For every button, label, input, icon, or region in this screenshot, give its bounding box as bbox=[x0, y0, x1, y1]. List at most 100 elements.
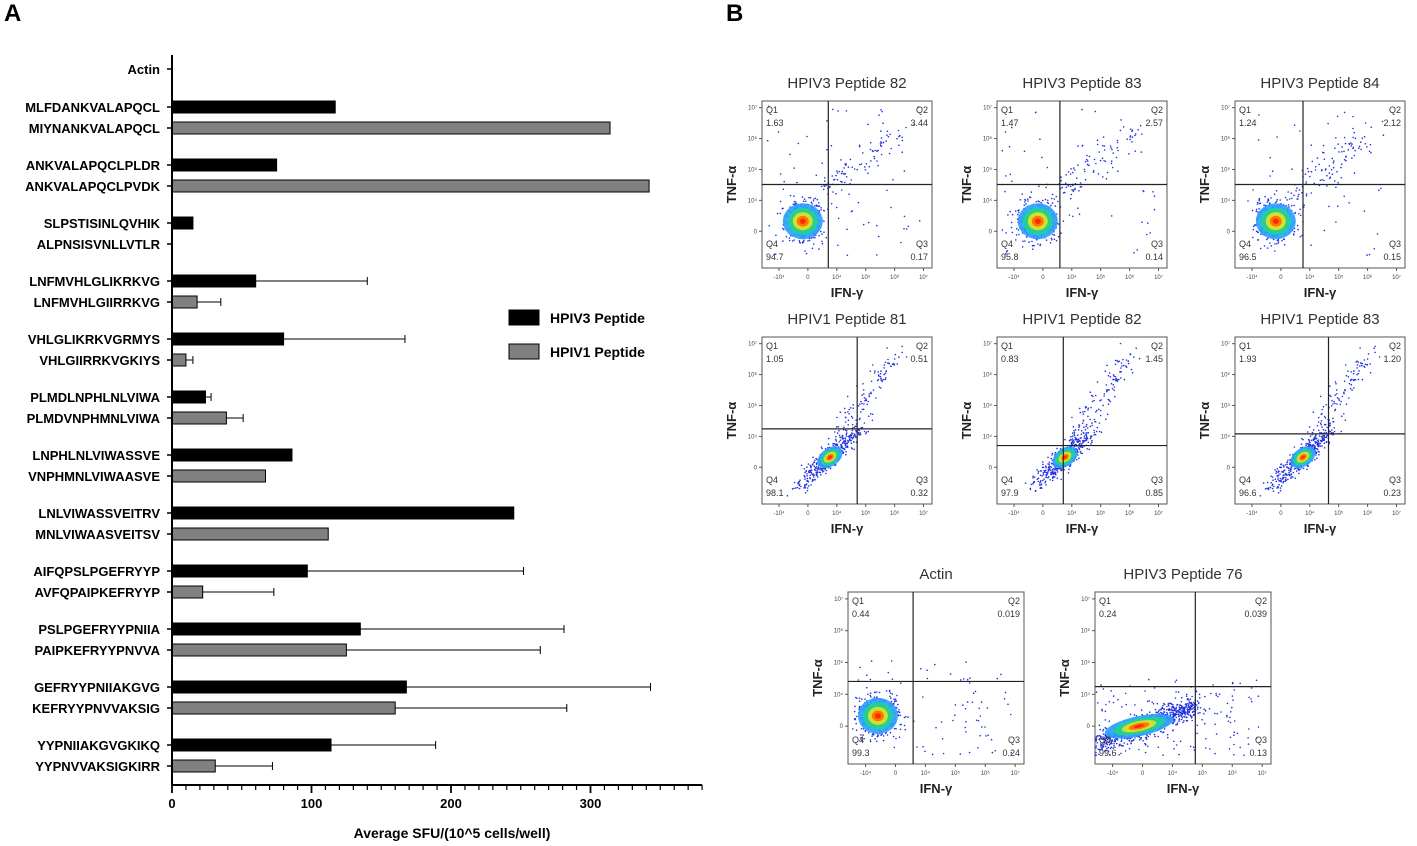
event-dot bbox=[1032, 207, 1035, 210]
event-dot bbox=[1380, 187, 1382, 190]
event-dot bbox=[1084, 161, 1087, 163]
event-dot bbox=[1277, 471, 1279, 474]
event-dot bbox=[824, 468, 826, 471]
event-dot bbox=[869, 740, 872, 743]
event-dot bbox=[1152, 724, 1155, 726]
event-dot bbox=[1302, 456, 1304, 459]
event-dot bbox=[1106, 736, 1109, 738]
event-dot bbox=[802, 209, 804, 212]
event-dot bbox=[1024, 201, 1026, 203]
event-dot bbox=[1100, 743, 1102, 745]
event-dot bbox=[1180, 712, 1182, 715]
event-dot bbox=[821, 457, 824, 459]
event-dot bbox=[879, 376, 882, 378]
event-dot bbox=[829, 460, 831, 463]
event-dot bbox=[903, 170, 906, 172]
event-dot bbox=[840, 189, 843, 191]
event-dot bbox=[893, 721, 895, 723]
event-dot bbox=[834, 448, 837, 451]
event-dot bbox=[1256, 201, 1259, 204]
event-dot bbox=[1051, 193, 1054, 196]
event-dot bbox=[805, 213, 808, 215]
event-dot bbox=[811, 220, 813, 222]
event-dot bbox=[1267, 231, 1270, 234]
event-dot bbox=[812, 473, 814, 475]
event-dot bbox=[802, 234, 804, 237]
event-dot bbox=[1140, 724, 1143, 727]
event-dot bbox=[782, 188, 785, 191]
event-dot bbox=[798, 225, 800, 228]
event-dot bbox=[1357, 361, 1360, 364]
event-dot bbox=[883, 378, 885, 381]
event-dot bbox=[795, 230, 798, 232]
event-dot bbox=[899, 723, 902, 726]
event-dot bbox=[1334, 147, 1336, 149]
event-dot bbox=[1272, 227, 1274, 230]
event-dot bbox=[1323, 438, 1325, 441]
event-dot bbox=[1101, 708, 1103, 711]
event-dot bbox=[1311, 445, 1314, 448]
event-dot bbox=[819, 454, 821, 456]
event-dot bbox=[1037, 231, 1040, 234]
event-dot bbox=[798, 222, 801, 224]
event-dot bbox=[1297, 228, 1299, 231]
event-dot bbox=[877, 374, 880, 376]
event-dot bbox=[1058, 467, 1060, 469]
x-axis-title: IFN-γ bbox=[1304, 521, 1337, 536]
event-dot bbox=[823, 460, 825, 463]
event-dot bbox=[1349, 379, 1352, 382]
event-dot bbox=[859, 417, 861, 420]
event-dot bbox=[1295, 190, 1297, 192]
event-dot bbox=[1095, 740, 1097, 742]
event-dot bbox=[864, 399, 866, 402]
event-dot bbox=[905, 356, 908, 358]
event-dot bbox=[1024, 199, 1027, 202]
event-dot bbox=[1037, 223, 1039, 226]
event-dot bbox=[878, 702, 881, 704]
event-dot bbox=[1185, 719, 1188, 722]
event-dot bbox=[1139, 732, 1141, 735]
event-dot bbox=[849, 434, 852, 436]
event-dot bbox=[1311, 459, 1313, 462]
event-dot bbox=[1120, 735, 1123, 738]
event-dot bbox=[1054, 465, 1056, 468]
event-dot bbox=[836, 443, 839, 446]
event-dot bbox=[885, 377, 887, 379]
event-dot bbox=[768, 225, 770, 227]
event-dot bbox=[1187, 709, 1189, 712]
event-dot bbox=[821, 464, 824, 466]
event-dot bbox=[1041, 466, 1044, 469]
event-dot bbox=[806, 207, 809, 209]
event-dot bbox=[788, 219, 791, 222]
event-dot bbox=[1125, 732, 1128, 735]
event-dot bbox=[891, 703, 894, 705]
event-dot bbox=[1273, 233, 1276, 236]
event-dot bbox=[1170, 716, 1172, 719]
event-dot bbox=[814, 213, 817, 216]
event-dot bbox=[1280, 479, 1282, 482]
event-dot bbox=[1120, 370, 1122, 373]
event-dot bbox=[1095, 745, 1098, 747]
event-dot bbox=[866, 708, 869, 710]
event-dot bbox=[1293, 468, 1296, 470]
event-dot bbox=[1083, 445, 1085, 447]
event-dot bbox=[1035, 210, 1037, 212]
event-dot bbox=[1083, 435, 1086, 437]
event-dot bbox=[803, 468, 806, 470]
event-dot bbox=[1148, 726, 1150, 728]
event-dot bbox=[857, 405, 860, 407]
event-dot bbox=[1096, 139, 1099, 141]
plot-frame bbox=[847, 591, 1025, 765]
event-dot bbox=[1271, 210, 1273, 213]
event-dot bbox=[1359, 365, 1361, 367]
event-dot bbox=[795, 230, 798, 233]
event-dot bbox=[823, 467, 826, 469]
event-dot bbox=[818, 214, 821, 217]
event-dot bbox=[882, 739, 885, 742]
event-dot bbox=[1091, 441, 1093, 444]
x-tick-label: 0 bbox=[1041, 275, 1045, 281]
event-dot bbox=[1264, 222, 1266, 224]
event-dot bbox=[1227, 720, 1230, 722]
event-dot bbox=[1047, 214, 1050, 217]
event-dot bbox=[1044, 471, 1046, 473]
